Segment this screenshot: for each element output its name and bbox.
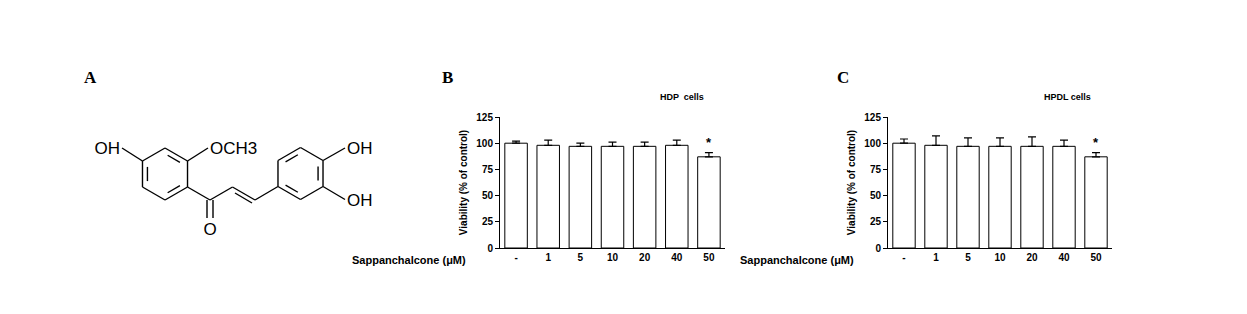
- svg-text:10: 10: [994, 252, 1006, 263]
- svg-text:75: 75: [870, 164, 882, 175]
- svg-text:50: 50: [1090, 252, 1102, 263]
- svg-text:100: 100: [864, 138, 881, 149]
- svg-text:HPDL cells: HPDL cells: [1044, 92, 1091, 102]
- svg-text:-: -: [514, 252, 517, 263]
- svg-text:40: 40: [1058, 252, 1070, 263]
- svg-text:25: 25: [870, 216, 882, 227]
- svg-text:HDP cells: HDP cells: [660, 92, 704, 102]
- svg-text:O: O: [203, 220, 216, 239]
- svg-text:1: 1: [545, 252, 551, 263]
- svg-text:Sappanchalcone (μM): Sappanchalcone (μM): [740, 254, 854, 266]
- svg-text:10: 10: [607, 252, 619, 263]
- svg-text:40: 40: [671, 252, 683, 263]
- svg-text:B: B: [442, 68, 453, 87]
- svg-text:1: 1: [933, 252, 939, 263]
- svg-text:OCH3: OCH3: [210, 139, 257, 158]
- svg-text:50: 50: [482, 190, 494, 201]
- svg-text:100: 100: [476, 138, 493, 149]
- svg-text:OH: OH: [347, 139, 373, 158]
- svg-text:125: 125: [476, 112, 493, 123]
- svg-text:-: -: [902, 252, 905, 263]
- svg-text:125: 125: [864, 112, 881, 123]
- svg-text:20: 20: [639, 252, 651, 263]
- svg-text:0: 0: [487, 243, 493, 254]
- svg-text:Viability (% of control): Viability (% of control): [846, 130, 857, 235]
- svg-text:OH: OH: [95, 139, 121, 158]
- svg-text:*: *: [1093, 135, 1099, 150]
- svg-text:C: C: [837, 68, 849, 87]
- svg-text:Viability (% of control): Viability (% of control): [458, 130, 469, 235]
- svg-text:OH: OH: [347, 191, 373, 210]
- svg-text:*: *: [706, 135, 712, 150]
- svg-text:A: A: [84, 68, 97, 87]
- svg-text:0: 0: [875, 243, 881, 254]
- svg-text:5: 5: [965, 252, 971, 263]
- svg-text:5: 5: [578, 252, 584, 263]
- svg-text:25: 25: [482, 216, 494, 227]
- svg-text:Sappanchalcone (μM): Sappanchalcone (μM): [352, 254, 466, 266]
- svg-text:75: 75: [482, 164, 494, 175]
- svg-text:50: 50: [870, 190, 882, 201]
- svg-text:50: 50: [703, 252, 715, 263]
- svg-text:20: 20: [1026, 252, 1038, 263]
